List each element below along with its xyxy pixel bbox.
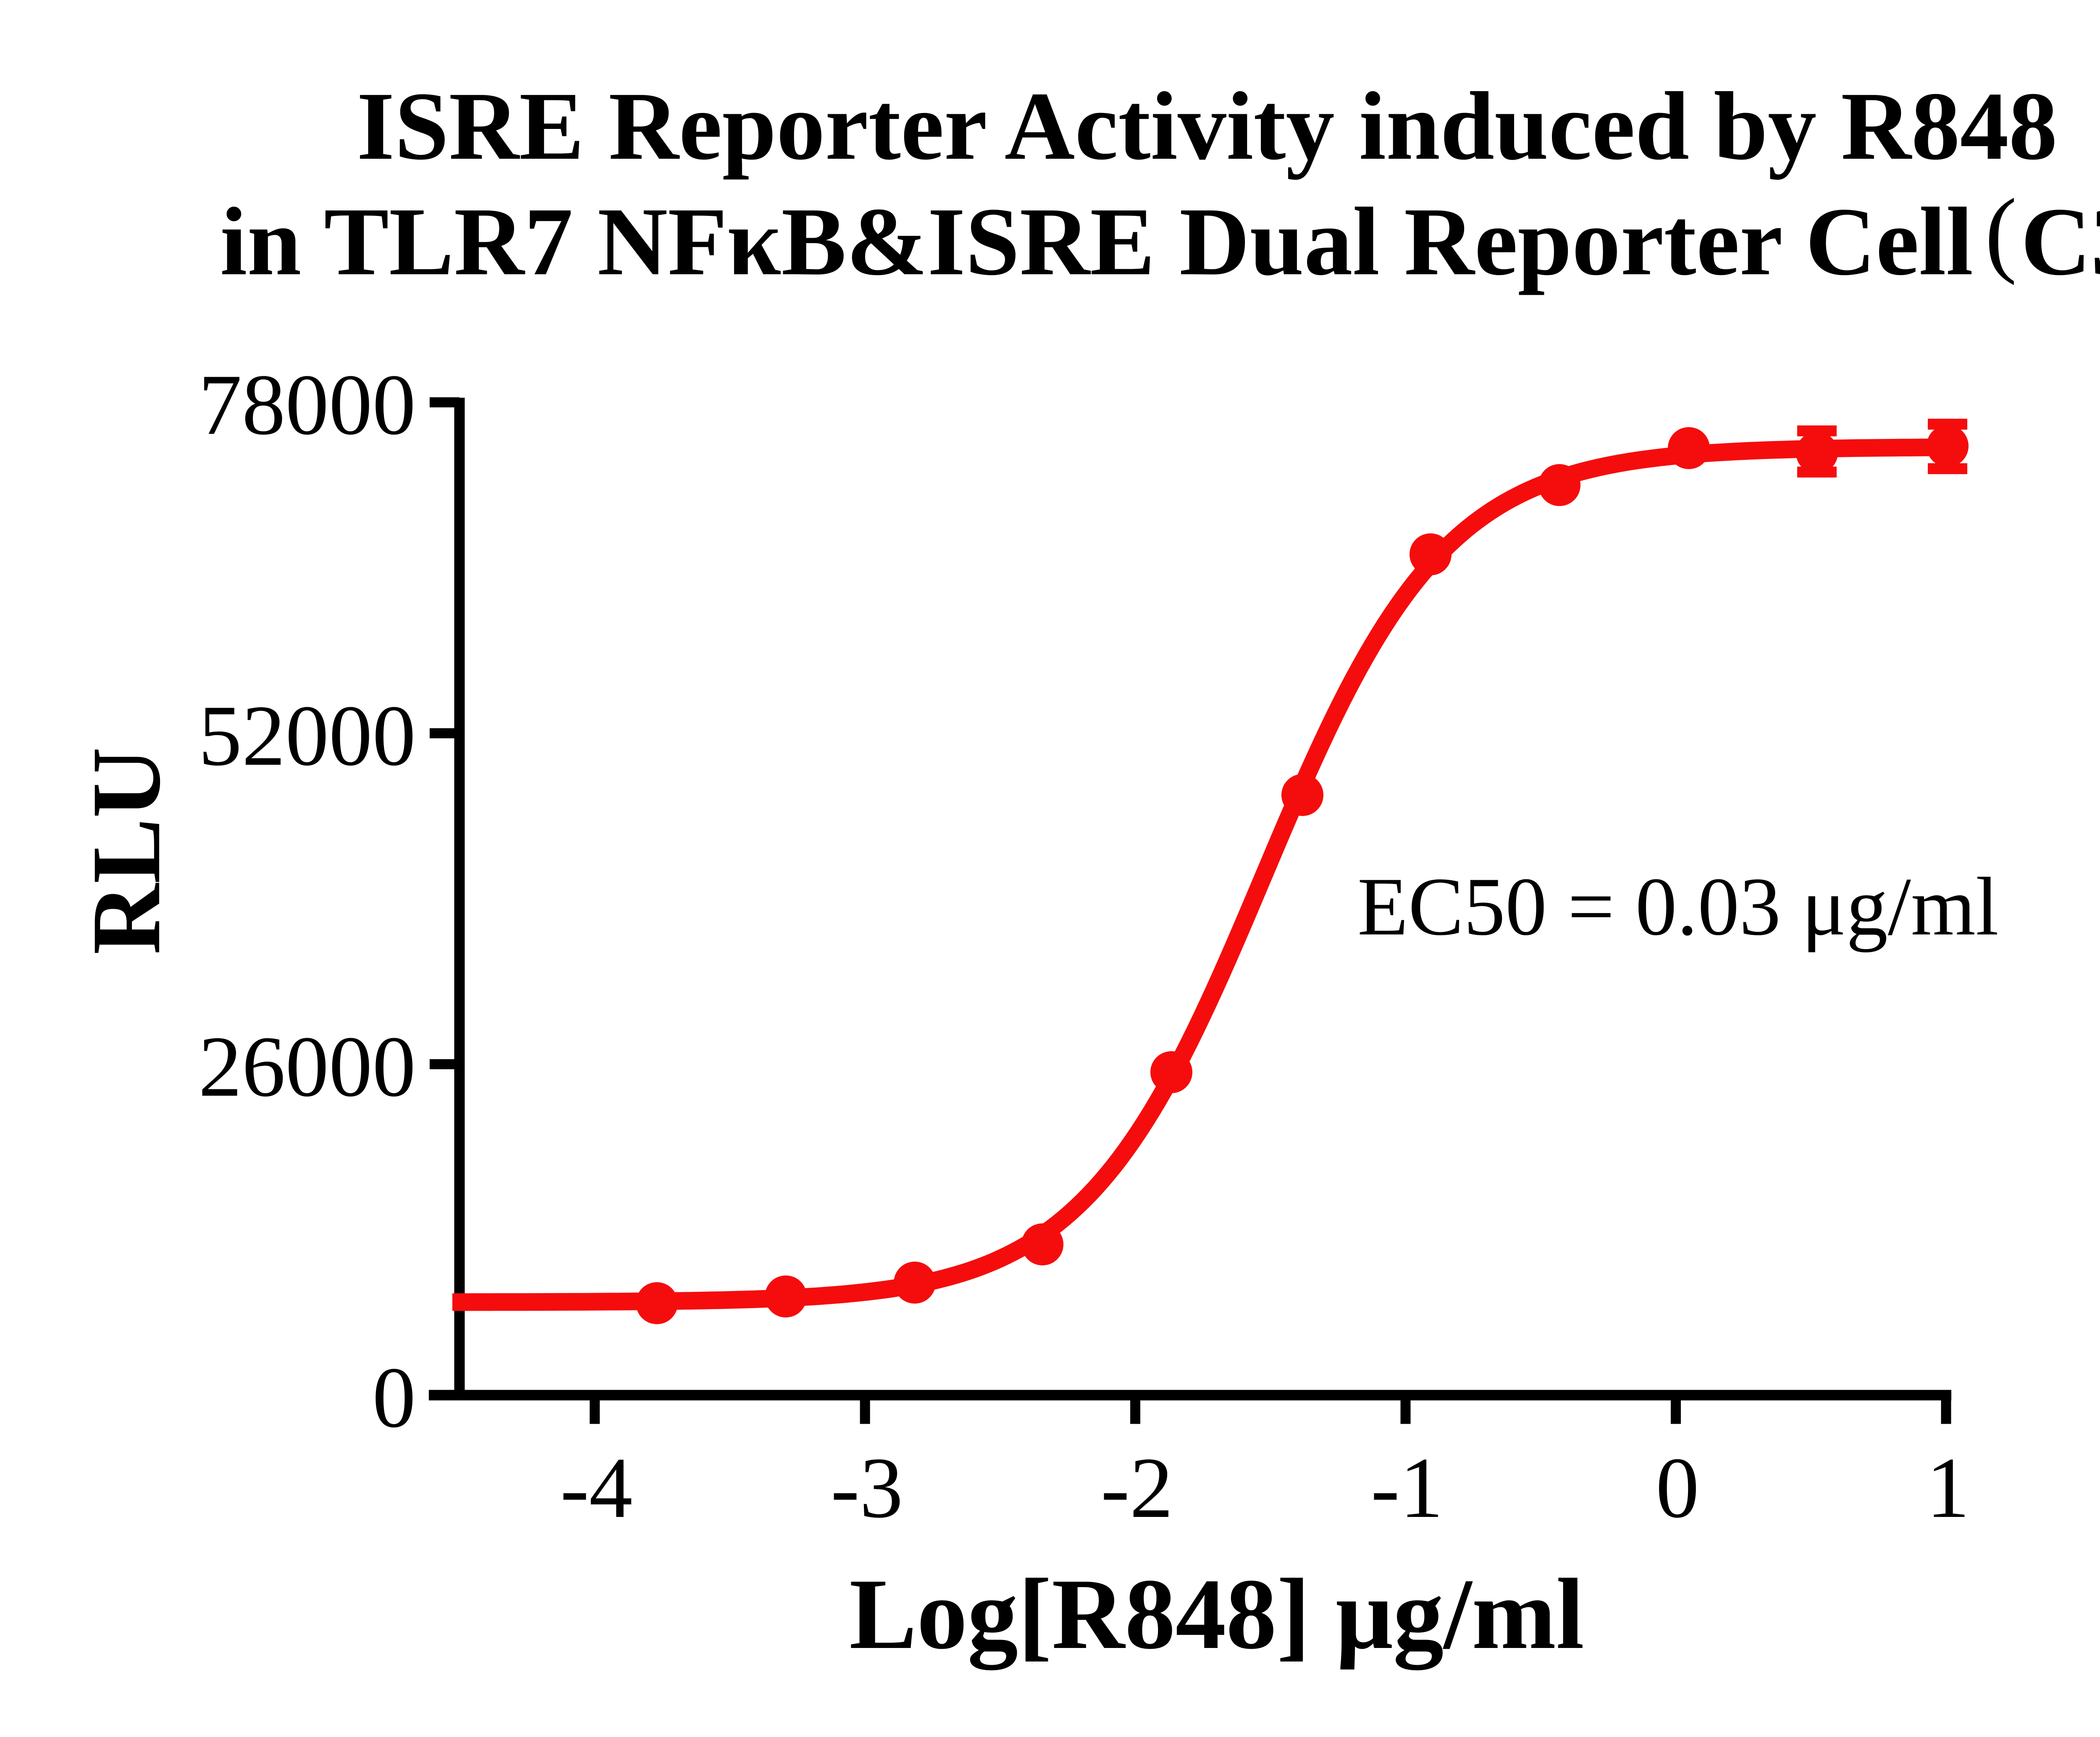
svg-text:78000: 78000 [199,357,416,453]
svg-text:Log[R848] μg/ml: Log[R848] μg/ml [849,1558,1584,1670]
svg-text:-3: -3 [831,1440,903,1536]
svg-text:0: 0 [1656,1440,1699,1536]
svg-text:EC50 = 0.03 μg/ml: EC50 = 0.03 μg/ml [1357,861,1999,952]
svg-text:-1: -1 [1371,1440,1443,1536]
svg-text:52000: 52000 [199,687,416,784]
svg-text:RLU: RLU [71,747,181,955]
svg-text:-4: -4 [560,1440,633,1536]
svg-text:ISRE Reporter Activity induced: ISRE Reporter Activity induced by R848 [357,72,2057,180]
svg-text:in TLR7 NFκB&ISRE Dual Reporte: in TLR7 NFκB&ISRE Dual Reporter Cell(C3) [220,179,2100,296]
svg-text:26000: 26000 [199,1018,416,1115]
svg-text:-2: -2 [1101,1440,1173,1536]
svg-text:1: 1 [1926,1440,1970,1536]
svg-text:0: 0 [373,1349,416,1446]
